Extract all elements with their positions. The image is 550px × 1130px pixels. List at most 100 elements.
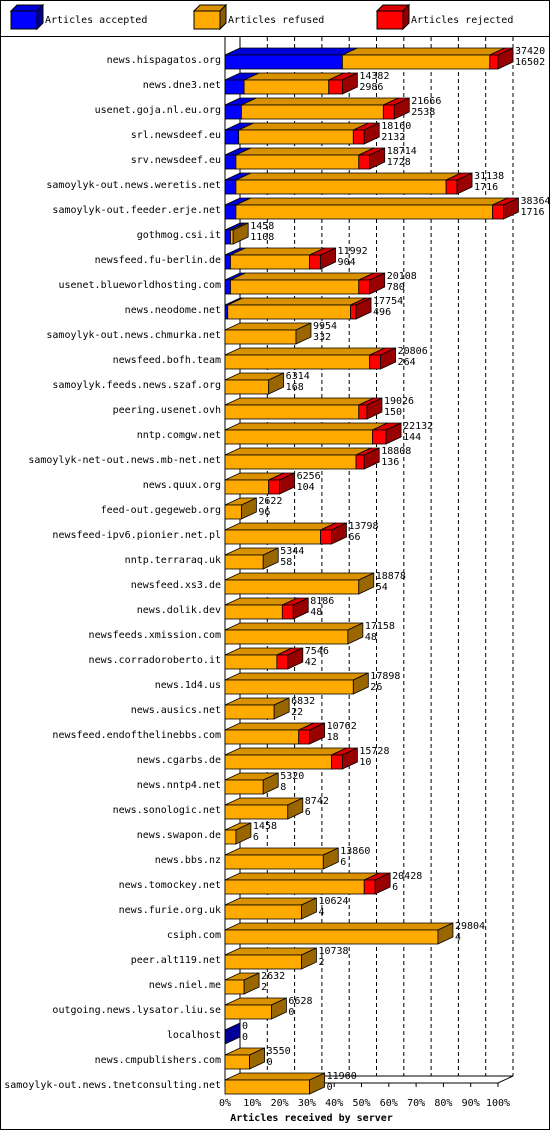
bar-accepted — [224, 179, 237, 195]
value-total-label: 5320 — [280, 771, 304, 782]
bar-refused — [227, 304, 351, 320]
bar-side — [393, 97, 410, 120]
value-total-label: 14382 — [359, 71, 389, 82]
server-label: newsfeeds.xmission.com — [89, 630, 221, 641]
server-label: feed-out.gegeweb.org — [101, 505, 221, 516]
server-label: samoylyk-net-out.news.mb-net.net — [28, 455, 221, 466]
bar-side — [380, 347, 397, 370]
server-label: news.cgarbs.de — [137, 755, 221, 766]
bar-refused — [224, 804, 289, 820]
server-label: news.cmpublishers.com — [95, 1055, 221, 1066]
value-total-label: 31138 — [474, 171, 504, 182]
bar-refused-top — [224, 847, 339, 856]
value-rejected-label: 2538 — [411, 107, 435, 118]
value-rejected-label: 1108 — [250, 232, 274, 243]
bar-refused — [224, 704, 275, 720]
bar-side — [503, 197, 519, 220]
bar-refused-top — [224, 447, 372, 456]
server-label: usenet.blueworldhosting.com — [58, 280, 221, 291]
bar-refused-top — [243, 72, 344, 81]
value-rejected-label: 6 — [305, 807, 311, 818]
bar-refused — [224, 854, 324, 870]
bar-refused — [224, 604, 283, 620]
server-label: newsfeed.fu-berlin.de — [95, 255, 221, 266]
value-rejected-label: 2 — [318, 957, 324, 968]
value-total-label: 20108 — [387, 271, 417, 282]
legend-label: Articles accepted — [45, 15, 147, 26]
bar-accepted — [224, 154, 237, 170]
server-label: usenet.goja.nl.eu.org — [95, 105, 221, 116]
bar-refused-top — [224, 622, 364, 631]
value-total-label: 18878 — [376, 571, 406, 582]
server-label: peering.usenet.ovh — [113, 405, 221, 416]
value-rejected-label: 48 — [310, 607, 322, 618]
bar-accepted — [224, 129, 240, 145]
bar-refused — [224, 779, 264, 795]
server-label: news.niel.me — [149, 980, 221, 991]
value-rejected-label: 904 — [338, 257, 356, 268]
server-label: srl.newsdeef.eu — [131, 130, 221, 141]
server-label: news.hispagatos.org — [107, 55, 221, 66]
bar-rejected — [363, 879, 376, 895]
server-label: news.swapon.de — [137, 830, 221, 841]
bar-side — [301, 947, 317, 970]
value-rejected-label: 150 — [384, 407, 402, 418]
value-total-label: 6314 — [286, 371, 310, 382]
bar-refused-top — [227, 297, 366, 306]
value-rejected-label: 18 — [327, 732, 339, 743]
bar-refused — [224, 504, 242, 520]
server-label: csiph.com — [167, 930, 221, 941]
value-total-label: 13860 — [340, 846, 370, 857]
value-total-label: 11960 — [327, 1071, 357, 1082]
bar-side — [249, 1047, 265, 1070]
bar-refused — [224, 329, 297, 345]
value-total-label: 10624 — [318, 896, 348, 907]
server-label: newsfeed-ipv6.pionier.net.pl — [52, 530, 221, 541]
value-rejected-label: 168 — [286, 382, 304, 393]
x-tick-label: 100% — [486, 1098, 510, 1109]
bar-rejected — [328, 79, 343, 95]
bar-refused — [224, 1004, 272, 1020]
bar-refused — [224, 654, 278, 670]
bar-rejected — [492, 204, 504, 220]
bar-refused-top — [224, 347, 385, 356]
value-total-label: 8186 — [310, 596, 334, 607]
value-rejected-label: 48 — [365, 632, 377, 643]
server-label: newsfeed.endofthelinebbs.com — [52, 730, 221, 741]
value-rejected-label: 16502 — [515, 57, 545, 68]
bar-refused — [224, 379, 270, 395]
value-rejected-label: 136 — [381, 457, 399, 468]
value-total-label: 6256 — [297, 471, 321, 482]
bar-refused-top — [224, 947, 317, 956]
value-rejected-label: 332 — [313, 332, 331, 343]
bar-refused — [240, 104, 384, 120]
value-rejected-label: 1716 — [474, 182, 498, 193]
bar-refused-top — [235, 197, 508, 206]
bar-refused — [224, 554, 264, 570]
value-rejected-label: 42 — [305, 657, 317, 668]
value-total-label: 0 — [242, 1021, 248, 1032]
value-total-label: 10738 — [318, 946, 348, 957]
bar-refused-top — [235, 147, 374, 156]
bar-refused-top — [238, 122, 369, 131]
server-label: news.sonologic.net — [113, 805, 221, 816]
server-label: newsfeed.xs3.de — [131, 580, 221, 591]
bar-side — [262, 547, 279, 570]
value-rejected-label: 96 — [258, 507, 270, 518]
value-total-label: 18160 — [381, 121, 411, 132]
bar-rejected — [369, 354, 382, 370]
server-label: srv.newsdeef.eu — [131, 155, 221, 166]
server-label: samoylyk-out.news.weretis.net — [46, 180, 221, 191]
bar-refused-top — [224, 397, 374, 406]
bar-rejected — [489, 54, 499, 70]
bar-side — [355, 297, 372, 320]
value-total-label: 11992 — [338, 246, 368, 257]
server-label: news.dolik.dev — [137, 605, 221, 616]
bar-refused — [341, 54, 491, 70]
bar-rejected — [382, 104, 395, 120]
value-total-label: 22132 — [403, 421, 433, 432]
server-label: samoylyk-out.news.chmurka.net — [46, 330, 221, 341]
bar-refused — [243, 79, 330, 95]
server-label: gothmog.csi.it — [137, 230, 221, 241]
x-tick-label: 0% — [219, 1098, 231, 1109]
